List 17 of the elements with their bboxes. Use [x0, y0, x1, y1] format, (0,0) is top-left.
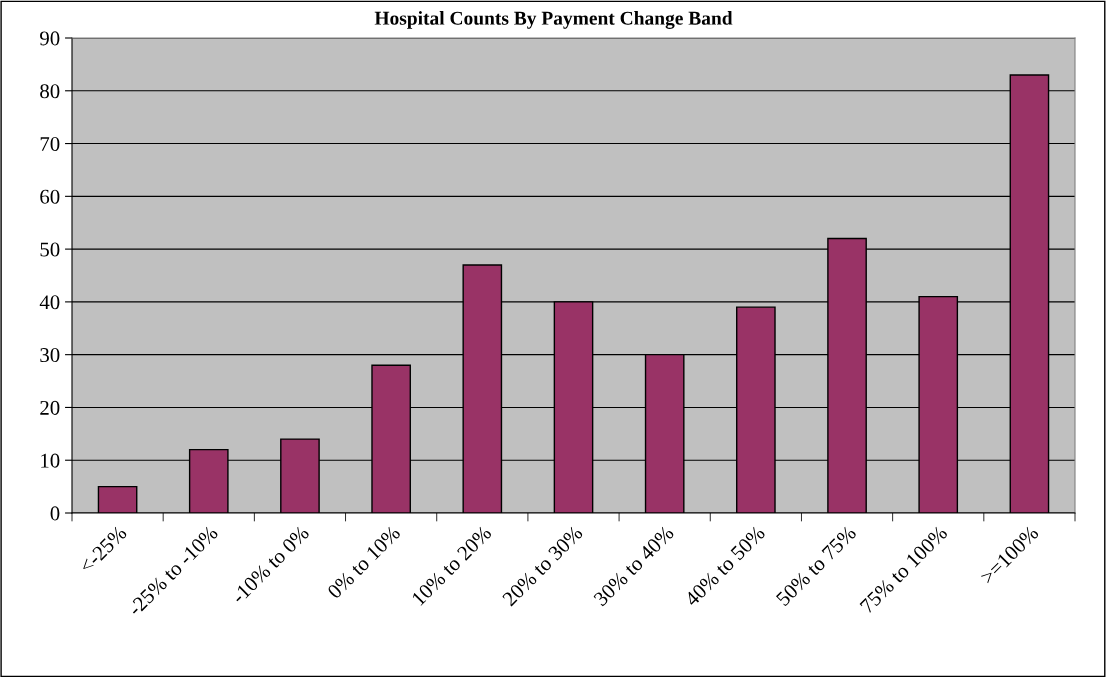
x-tick-label: 0% to 10% — [326, 525, 402, 600]
y-tick-label: 20 — [40, 400, 60, 415]
chart-title: Hospital Counts By Payment Change Band — [374, 11, 733, 29]
x-tick-label: 10% to 20% — [411, 525, 493, 607]
y-tick-label: 50 — [40, 242, 60, 257]
x-tick-label: 30% to 40% — [592, 525, 675, 607]
y-tick-label: 90 — [40, 31, 60, 46]
y-tick-label: 70 — [40, 136, 60, 151]
x-tick-label: 20% to 30% — [501, 525, 584, 607]
y-tick-label: 60 — [40, 189, 60, 204]
y-tick-label: 40 — [39, 295, 60, 310]
x-tick-label: 50% to 75% — [775, 525, 857, 607]
y-tick-label: 80 — [40, 84, 60, 99]
y-tick-label: 30 — [40, 348, 60, 363]
y-tick-label: 0 — [50, 506, 60, 521]
x-tick-label: 40% to 50% — [683, 525, 766, 608]
y-tick-label: 10 — [41, 453, 60, 468]
